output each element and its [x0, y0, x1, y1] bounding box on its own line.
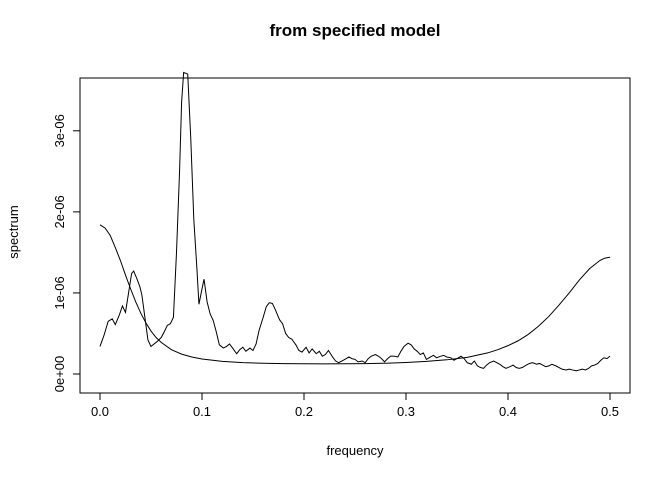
x-axis: 0.0 0.1 0.2 0.3 0.4 0.5 [91, 392, 619, 419]
x-axis-label: frequency [326, 443, 384, 458]
y-axis: 0e+00 1e-06 2e-06 3e-06 [52, 114, 81, 393]
y-tick-label: 2e-06 [52, 195, 67, 228]
y-tick-label: 0e+00 [52, 356, 67, 393]
y-tick-label: 1e-06 [52, 276, 67, 309]
plot-area-frame [79, 77, 631, 394]
y-axis-label: spectrum [6, 205, 21, 258]
series-line-1 [99, 71, 611, 372]
x-tick-label: 0.5 [601, 404, 619, 419]
x-tick-label: 0.0 [91, 404, 109, 419]
x-tick-label: 0.2 [295, 404, 313, 419]
chart-title: from specified model [270, 21, 441, 40]
x-tick-label: 0.3 [397, 404, 415, 419]
x-tick-label: 0.1 [193, 404, 211, 419]
series-layer [99, 71, 611, 372]
y-tick-label: 3e-06 [52, 114, 67, 147]
series-line-2 [99, 224, 611, 365]
x-tick-label: 0.4 [499, 404, 517, 419]
